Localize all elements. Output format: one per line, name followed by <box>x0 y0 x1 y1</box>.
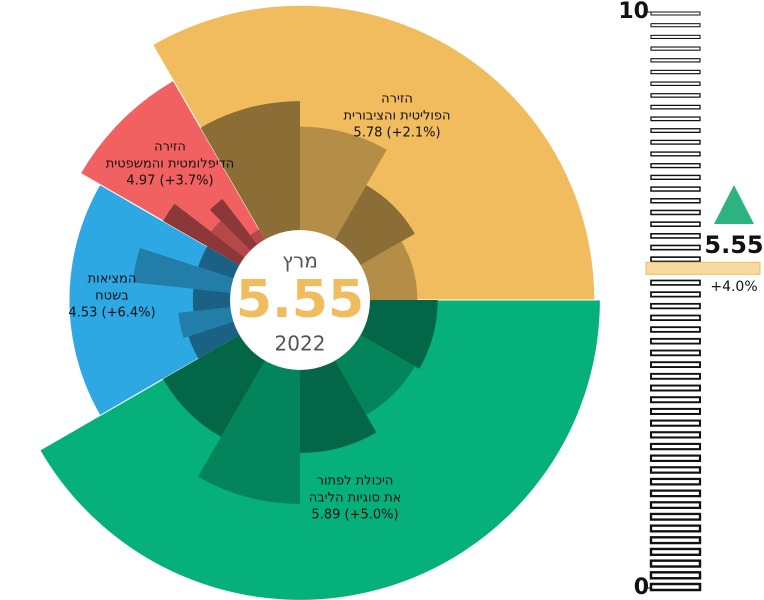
gauge-stripe <box>650 163 701 169</box>
domain-label: את סוגיות הליבה <box>309 491 402 506</box>
gauge-stripe <box>649 431 702 439</box>
gauge-stripe <box>650 279 701 286</box>
gauge-stripe <box>650 58 701 63</box>
gauge-stripe <box>650 291 701 298</box>
domain-label: בשטח <box>95 289 129 304</box>
gauge-stripe <box>650 221 701 228</box>
gauge-stripe <box>650 198 701 204</box>
gauge-stripe <box>650 11 701 16</box>
gauge-stripe <box>650 81 701 86</box>
gauge-stripe <box>650 372 701 380</box>
gauge-stripe <box>650 151 701 157</box>
gauge-stripe <box>649 571 702 580</box>
gauge-stripe <box>650 326 701 333</box>
center-year: 2022 <box>275 332 326 356</box>
domain-value: 4.97 (+3.7%) <box>126 174 213 189</box>
gauge-stripe <box>650 139 701 145</box>
gauge-marker <box>645 261 761 275</box>
gauge-stripe <box>650 384 701 392</box>
gauge-stripe <box>650 128 701 134</box>
domain-label: הזירה <box>154 140 186 155</box>
gauge-change: +4.0% <box>710 279 757 295</box>
gauge-stripe <box>650 46 701 51</box>
gauge-stripe <box>649 442 702 451</box>
domain-label: הדיפלומטית והמשפטית <box>106 157 234 172</box>
gauge-stripe <box>649 547 702 557</box>
center-value: 5.55 <box>236 270 364 330</box>
gauge-stripe <box>650 23 701 28</box>
gauge-stripe <box>649 512 702 521</box>
gauge-stripe <box>650 186 701 192</box>
gauge-stripe <box>650 174 701 181</box>
gauge-stripe <box>649 477 702 486</box>
gauge-stripe <box>649 582 702 592</box>
gauge-stripe <box>649 454 702 462</box>
gauge-stripe <box>649 407 702 415</box>
gauge-stripe <box>650 244 701 251</box>
gauge-stripe <box>649 489 702 498</box>
gauge-stripe <box>650 34 701 39</box>
domain-label: הזירה <box>381 92 413 107</box>
domain-sector <box>68 183 302 417</box>
gauge-stripe <box>650 116 701 122</box>
center-month: מרץ <box>282 249 318 273</box>
gauge-stripe <box>650 349 701 357</box>
gauge-stripe <box>650 337 701 345</box>
gauge-value: 5.55 <box>704 231 763 259</box>
gauge-stripe <box>649 536 702 545</box>
gauge-stripe <box>649 466 702 474</box>
gauge-stripe <box>650 233 701 239</box>
domain-value: 5.78 (+2.1%) <box>353 126 440 141</box>
domain-value: 5.89 (+5.0%) <box>311 508 398 523</box>
gauge-stripe <box>650 93 701 98</box>
domain-value: 4.53 (+6.4%) <box>68 306 155 321</box>
trend-arrow <box>714 185 754 224</box>
gauge-stripe <box>650 209 701 216</box>
gauge-stripe <box>650 361 701 368</box>
gauge-tick-label: 10 <box>618 0 649 24</box>
gauge-stripe <box>649 559 702 568</box>
gauge-stripe <box>650 69 701 75</box>
domain-label: המציאות <box>88 272 137 287</box>
gauge-stripe <box>649 524 702 533</box>
gauge-stripe <box>649 419 702 427</box>
gauge-stripe <box>649 501 702 509</box>
gauge-stripe <box>650 302 701 310</box>
gauge-stripe <box>650 256 701 263</box>
domain-label: היכולת לפתור <box>317 474 394 489</box>
gauge-stripe <box>649 396 702 404</box>
gauge-stripe <box>650 104 701 110</box>
center-circle <box>230 230 370 370</box>
gauge-tick-label: 0 <box>634 575 649 600</box>
domain-label: הפוליטית והציבורית <box>344 109 451 124</box>
gauge-stripe <box>650 314 701 321</box>
